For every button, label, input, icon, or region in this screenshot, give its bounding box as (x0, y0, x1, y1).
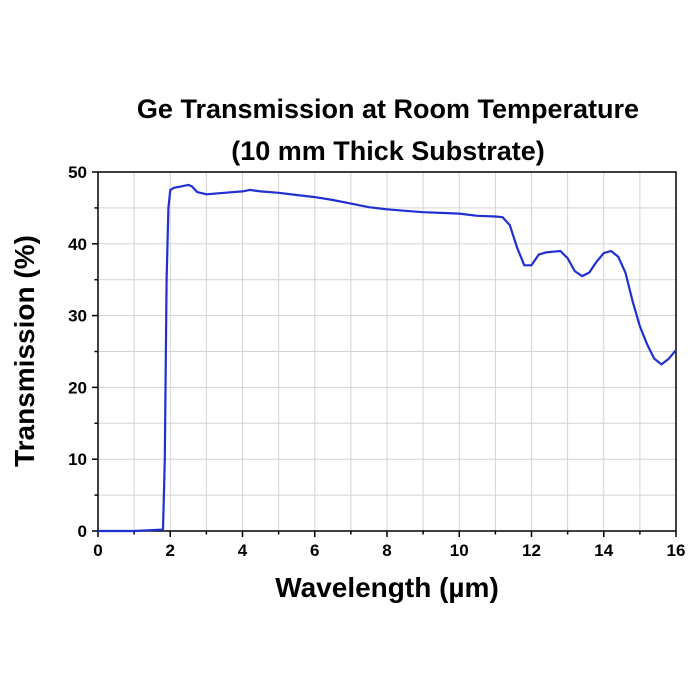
y-axis-title: Transmission (%) (9, 235, 40, 467)
y-tick-label: 30 (68, 307, 87, 326)
x-tick-label: 2 (166, 541, 175, 560)
x-tick-label: 14 (594, 541, 613, 560)
x-axis-title: Wavelength (µm) (275, 572, 499, 603)
chart-subtitle: (10 mm Thick Substrate) (231, 136, 545, 166)
transmission-series-line (98, 183, 677, 533)
x-tick-label: 4 (238, 541, 248, 560)
x-tick-label: 10 (450, 541, 469, 560)
grid-lines (98, 172, 676, 531)
x-tick-labels: 0 2 4 6 8 10 12 14 16 (93, 541, 685, 560)
y-tick-label: 50 (68, 163, 87, 182)
y-tick-label: 20 (68, 378, 87, 397)
x-tick-label: 8 (382, 541, 391, 560)
y-tick-label: 10 (68, 450, 87, 469)
axis-ticks (92, 171, 677, 537)
x-tick-label: 0 (93, 541, 102, 560)
x-tick-label: 16 (667, 541, 686, 560)
y-tick-labels: 0 10 20 30 40 50 (68, 163, 87, 541)
x-tick-label: 12 (522, 541, 541, 560)
y-tick-label: 40 (68, 235, 87, 254)
x-tick-label: 6 (310, 541, 319, 560)
chart-title: Ge Transmission at Room Temperature (137, 94, 639, 124)
y-tick-label: 0 (78, 522, 87, 541)
